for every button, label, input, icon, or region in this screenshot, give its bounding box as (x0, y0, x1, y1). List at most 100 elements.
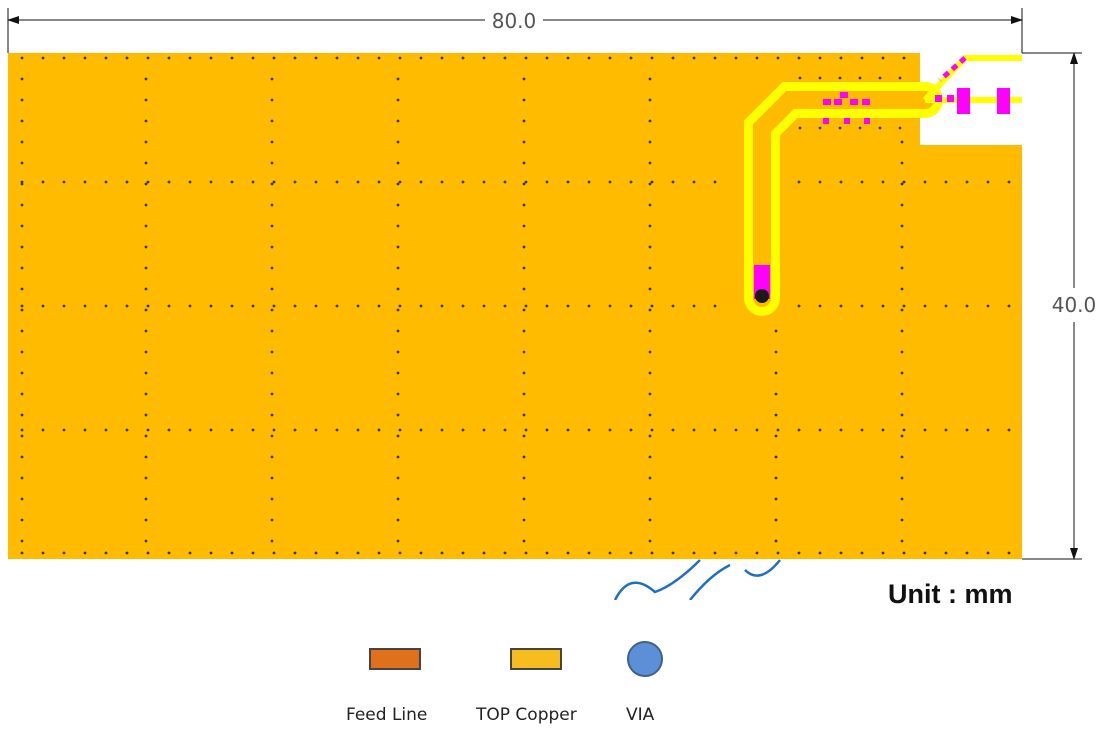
stitching-via-dot (818, 126, 822, 130)
stitching-via-dot (900, 497, 904, 501)
stitching-via-dot (671, 56, 675, 60)
stitching-via-dot (335, 428, 339, 432)
stitching-via-dot (20, 551, 24, 555)
stitching-via-dot (20, 182, 24, 186)
stitching-via-dot (144, 329, 148, 333)
legend-top-copper-label: TOP Copper (476, 705, 577, 725)
stitching-via-dot (188, 304, 192, 308)
stitching-via-dot (648, 161, 652, 165)
stitching-via-dot (104, 551, 108, 555)
stitching-via-dot (398, 56, 402, 60)
stitching-via-dot (440, 428, 444, 432)
stitching-via-dot (396, 539, 400, 543)
stitching-via-dot (713, 180, 717, 184)
stitching-via-dot (83, 304, 87, 308)
stitching-via-dot (1007, 551, 1011, 555)
stitching-via-dot (818, 76, 822, 80)
stitching-via-dot (377, 56, 381, 60)
feed-via (755, 289, 769, 303)
stitching-via-dot (314, 180, 318, 184)
stitching-via-dot (396, 329, 400, 333)
stitching-via-dot (900, 329, 904, 333)
stitching-via-dot (377, 551, 381, 555)
stitching-via-dot (396, 518, 400, 522)
stitching-via-dot (818, 180, 822, 184)
stitching-via-dot (713, 428, 717, 432)
width-dimension-label: 80.0 (492, 9, 537, 33)
stitching-via-dot (902, 180, 906, 184)
stitching-via-dot (566, 551, 570, 555)
stitching-via-dot (923, 551, 927, 555)
stitching-via-dot (167, 551, 171, 555)
stitching-via-dot (522, 371, 526, 375)
stitching-via-dot (270, 539, 274, 543)
stitching-via-dot (146, 180, 150, 184)
stitching-via-dot (20, 203, 24, 207)
stitching-via-dot (774, 392, 778, 396)
stitching-via-dot (167, 180, 171, 184)
stitching-via-dot (944, 428, 948, 432)
legend-feed-line-label: Feed Line (346, 705, 428, 725)
stitching-via-dot (440, 551, 444, 555)
stitching-via-dot (734, 428, 738, 432)
stitching-via-dot (125, 428, 129, 432)
stitching-via-dot (608, 428, 612, 432)
stitching-via-dot (648, 539, 652, 543)
stitching-via-dot (900, 539, 904, 543)
stitching-via-dot (396, 161, 400, 165)
stitching-via-dot (648, 413, 652, 417)
stitching-via-dot (314, 304, 318, 308)
stitching-via-dot (692, 428, 696, 432)
stitching-via-dot (522, 182, 526, 186)
stitching-via-dot (20, 287, 24, 291)
stitching-via-dot (144, 203, 148, 207)
stitching-via-dot (396, 350, 400, 354)
stitching-via-dot (522, 518, 526, 522)
stitching-via-dot (20, 329, 24, 333)
stitching-via-dot (648, 392, 652, 396)
stitching-via-dot (774, 434, 778, 438)
stitching-via-dot (419, 304, 423, 308)
stitching-via-dot (167, 56, 171, 60)
stitching-via-dot (692, 551, 696, 555)
stitching-via-dot (146, 56, 150, 60)
stitching-via-dot (965, 180, 969, 184)
stitching-via-dot (356, 180, 360, 184)
stitching-via-dot (774, 371, 778, 375)
stitching-via-dot (20, 428, 24, 432)
stitching-via-dot (41, 551, 45, 555)
stitching-via-dot (41, 180, 45, 184)
stitching-via-dot (900, 287, 904, 291)
stitching-via-dot (144, 287, 148, 291)
stitching-via-dot (587, 304, 591, 308)
stitching-via-dot (125, 56, 129, 60)
stitching-via-dot (270, 329, 274, 333)
stitching-via-dot (396, 371, 400, 375)
stitching-via-dot (62, 56, 66, 60)
stitching-via-dot (20, 434, 24, 438)
stitching-via-dot (20, 119, 24, 123)
stitching-via-dot (482, 551, 486, 555)
stitching-via-dot (986, 428, 990, 432)
stitching-via-dot (144, 140, 148, 144)
stitching-via-dot (20, 497, 24, 501)
stitching-via-dot (648, 455, 652, 459)
stitching-via-dot (270, 518, 274, 522)
stitching-via-dot (314, 428, 318, 432)
stitching-via-dot (62, 428, 66, 432)
stitching-via-dot (881, 304, 885, 308)
stitching-via-dot (608, 56, 612, 60)
stitching-via-dot (648, 245, 652, 249)
stitching-via-dot (188, 551, 192, 555)
stitching-via-dot (545, 56, 549, 60)
stitching-via-dot (396, 119, 400, 123)
stitching-via-dot (41, 56, 45, 60)
stitching-via-dot (230, 180, 234, 184)
stitching-via-dot (125, 180, 129, 184)
stitching-via-dot (461, 56, 465, 60)
stitching-via-dot (20, 304, 24, 308)
stitching-via-dot (671, 428, 675, 432)
stitching-via-dot (20, 539, 24, 543)
stitching-via-dot (188, 428, 192, 432)
stitching-via-dot (648, 224, 652, 228)
